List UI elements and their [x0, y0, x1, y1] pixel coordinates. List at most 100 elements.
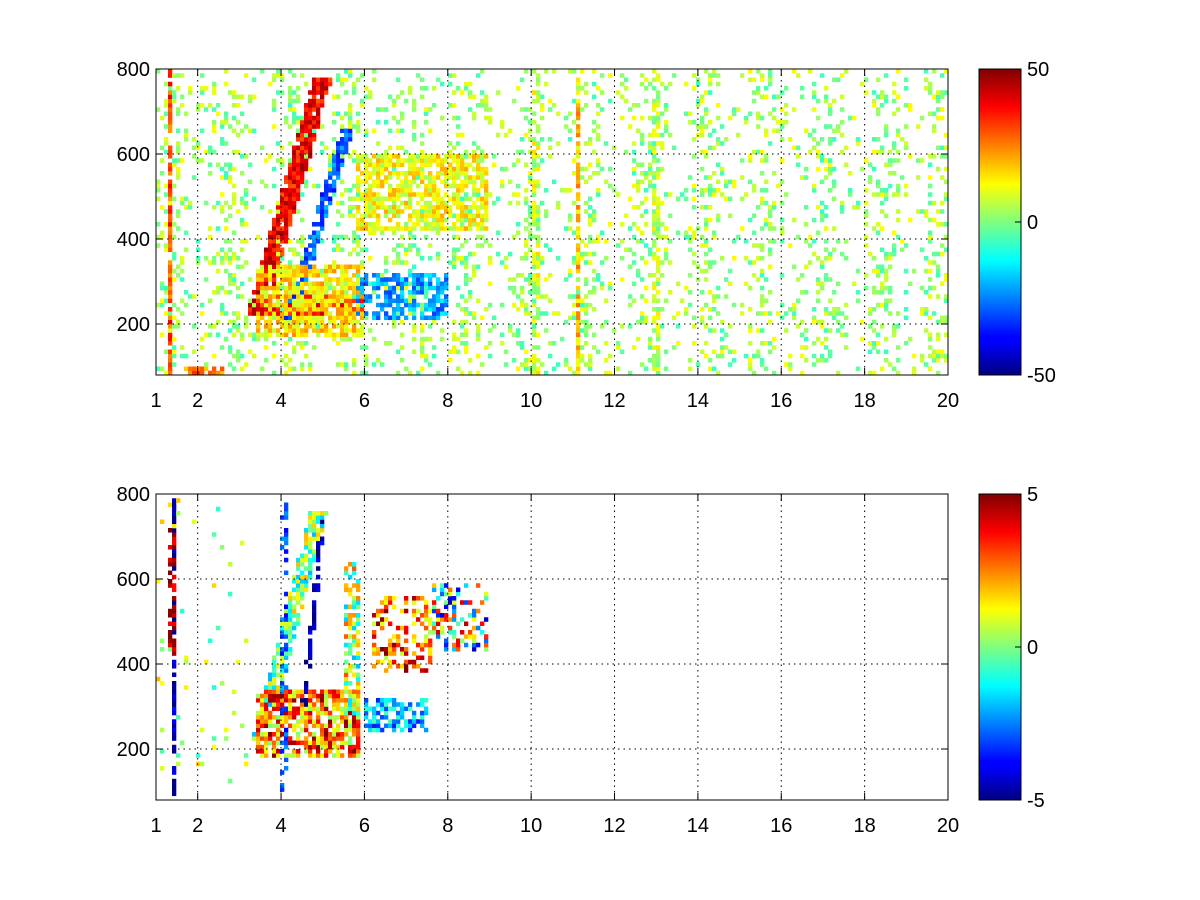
heatmap-cell	[812, 307, 817, 312]
heatmap-cell	[448, 630, 453, 635]
heatmap-cell	[172, 651, 177, 656]
heatmap-cell	[228, 778, 233, 784]
heatmap-cell	[192, 324, 197, 329]
heatmap-cell	[240, 128, 245, 134]
heatmap-cell	[412, 596, 417, 601]
heatmap-cell	[284, 642, 289, 648]
heatmap-cell	[476, 145, 481, 151]
heatmap-cell	[640, 132, 645, 138]
heatmap-cell	[184, 247, 189, 253]
heatmap-cell	[388, 128, 393, 134]
heatmap-cell	[380, 698, 385, 703]
heatmap-cell	[616, 243, 621, 248]
heatmap-cell	[572, 294, 577, 299]
heatmap-cell	[664, 120, 669, 125]
heatmap-cell	[348, 727, 353, 733]
heatmap-cell	[344, 188, 349, 193]
heatmap-cell	[356, 281, 361, 287]
heatmap-cell	[524, 200, 529, 206]
heatmap-cell	[828, 158, 833, 163]
heatmap-cell	[576, 345, 581, 350]
heatmap-cell	[304, 273, 309, 278]
heatmap-cell	[496, 230, 501, 236]
heatmap-cell	[280, 698, 285, 703]
heatmap-cell	[472, 188, 477, 193]
heatmap-cell	[824, 328, 829, 333]
heatmap-cell	[364, 175, 369, 180]
heatmap-cell	[288, 103, 293, 108]
heatmap-cell	[668, 260, 673, 265]
heatmap-cell	[904, 315, 909, 321]
heatmap-cell	[868, 179, 873, 185]
heatmap-cell	[728, 349, 733, 355]
heatmap-cell	[204, 86, 209, 91]
heatmap-cell	[820, 319, 825, 325]
heatmap-cell	[428, 243, 433, 248]
heatmap-cell	[584, 319, 589, 325]
heatmap-cell	[448, 591, 453, 597]
heatmap-cell	[336, 698, 341, 703]
heatmap-cell	[604, 370, 609, 376]
heatmap-cell	[320, 86, 325, 91]
heatmap-cell	[308, 285, 313, 291]
heatmap-cell	[352, 196, 357, 202]
heatmap-cell	[332, 698, 337, 703]
heatmap-cell	[876, 179, 881, 185]
heatmap-cell	[284, 591, 289, 597]
heatmap-cell	[712, 192, 717, 197]
heatmap-cell	[908, 107, 913, 112]
heatmap-cell	[320, 90, 325, 95]
heatmap-cell	[536, 345, 541, 350]
heatmap-cell	[828, 166, 833, 172]
heatmap-cell	[924, 69, 929, 74]
heatmap-cell	[288, 753, 293, 758]
heatmap-cell	[632, 171, 637, 176]
heatmap-cell	[332, 234, 337, 240]
heatmap-cell	[292, 328, 297, 333]
heatmap-cell	[464, 621, 469, 627]
heatmap-cell	[212, 744, 217, 750]
heatmap-cell	[236, 328, 241, 333]
heatmap-cell	[800, 319, 805, 325]
heatmap-cell	[372, 192, 377, 197]
heatmap-cell	[316, 574, 321, 580]
heatmap-cell	[332, 702, 337, 707]
heatmap-cell	[360, 281, 365, 287]
heatmap-cell	[748, 285, 753, 291]
heatmap-cell	[456, 302, 461, 308]
heatmap-cell	[216, 251, 221, 257]
heatmap-cell	[424, 727, 429, 733]
heatmap-cell	[712, 128, 717, 134]
heatmap-cell	[424, 613, 429, 618]
heatmap-cell	[460, 332, 465, 338]
heatmap-cell	[932, 251, 937, 257]
heatmap-cell	[472, 625, 477, 631]
heatmap-cell	[592, 268, 597, 274]
heatmap-cell	[528, 230, 533, 236]
heatmap-cell	[944, 319, 949, 325]
heatmap-cell	[284, 613, 289, 618]
heatmap-cell	[824, 124, 829, 129]
heatmap-cell	[312, 693, 317, 699]
heatmap-cell	[324, 183, 329, 189]
heatmap-cell	[356, 651, 361, 656]
heatmap-cell	[332, 302, 337, 308]
heatmap-cell	[444, 604, 449, 610]
heatmap-cell	[424, 625, 429, 631]
heatmap-cell	[656, 353, 661, 359]
heatmap-cell	[264, 693, 269, 699]
heatmap-cell	[424, 668, 429, 673]
heatmap-cell	[768, 290, 773, 295]
heatmap-cell	[296, 723, 301, 729]
heatmap-cell	[396, 94, 401, 100]
heatmap-cell	[584, 332, 589, 338]
heatmap-cell	[344, 634, 349, 639]
heatmap-cell	[832, 315, 837, 321]
heatmap-cell	[252, 311, 257, 316]
heatmap-cell	[928, 294, 933, 299]
heatmap-cell	[932, 349, 937, 355]
heatmap-cell	[472, 222, 477, 227]
heatmap-cell	[172, 94, 177, 100]
heatmap-cell	[240, 247, 245, 253]
heatmap-cell	[700, 290, 705, 295]
